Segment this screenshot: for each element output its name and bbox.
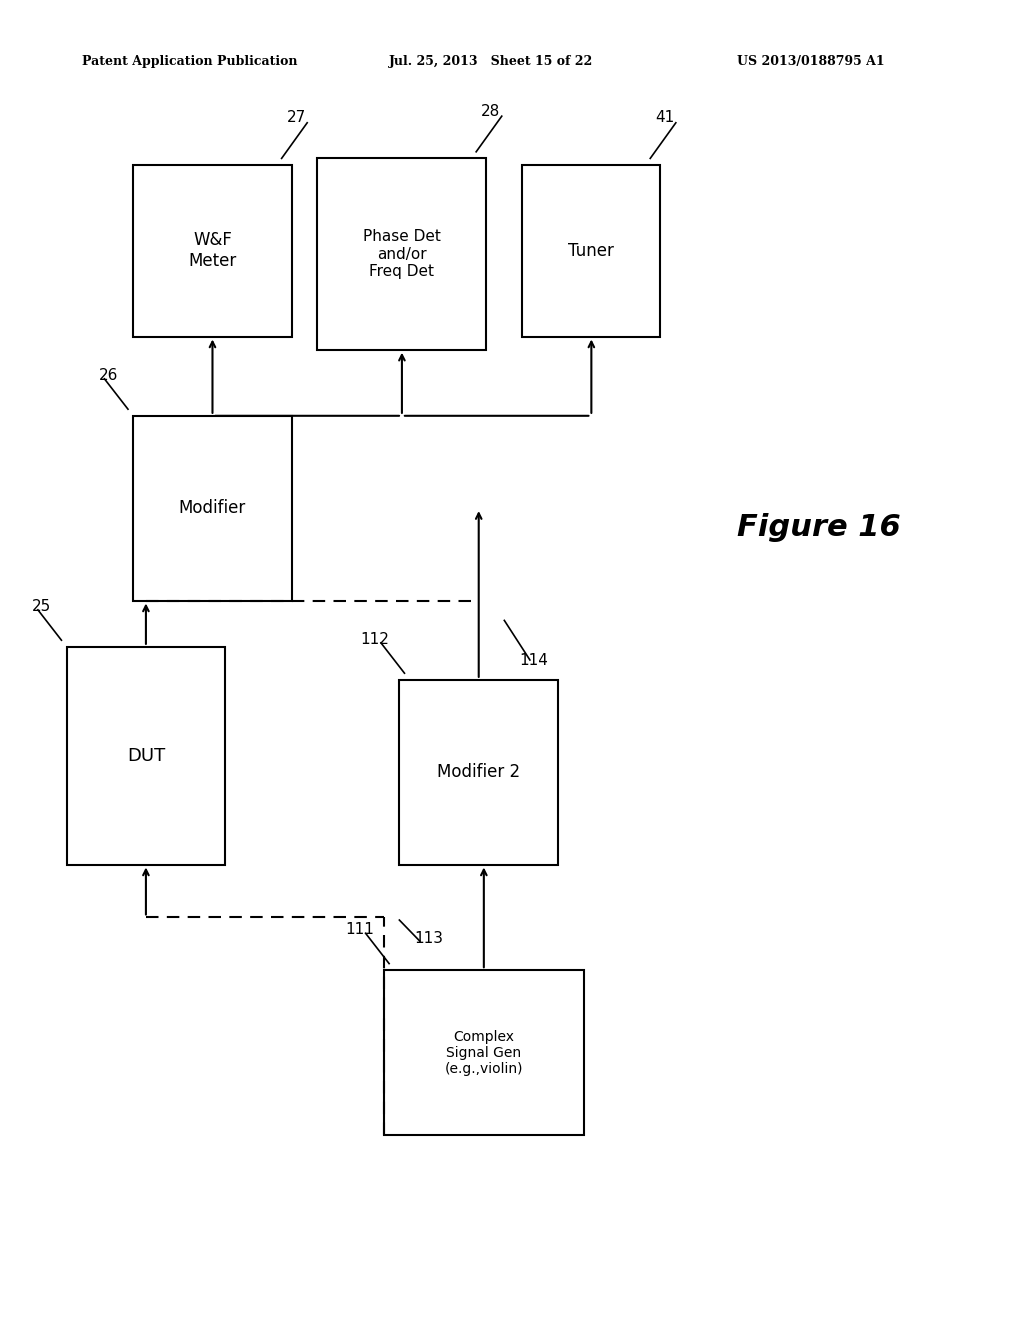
Text: Modifier 2: Modifier 2 — [437, 763, 520, 781]
Text: DUT: DUT — [127, 747, 165, 764]
Text: 114: 114 — [520, 653, 549, 668]
FancyBboxPatch shape — [384, 970, 584, 1135]
Text: Phase Det
and/or
Freq Det: Phase Det and/or Freq Det — [362, 230, 441, 279]
Text: 25: 25 — [32, 599, 51, 614]
FancyBboxPatch shape — [67, 647, 225, 865]
Text: 26: 26 — [98, 368, 118, 383]
Text: 111: 111 — [345, 923, 374, 937]
Text: 27: 27 — [287, 111, 306, 125]
FancyBboxPatch shape — [133, 416, 292, 601]
Text: US 2013/0188795 A1: US 2013/0188795 A1 — [737, 55, 885, 69]
Text: Figure 16: Figure 16 — [737, 513, 901, 543]
Text: Jul. 25, 2013   Sheet 15 of 22: Jul. 25, 2013 Sheet 15 of 22 — [389, 55, 593, 69]
Text: Modifier: Modifier — [179, 499, 246, 517]
FancyBboxPatch shape — [522, 165, 660, 337]
Text: 41: 41 — [655, 111, 675, 125]
Text: Tuner: Tuner — [568, 242, 614, 260]
Text: Patent Application Publication: Patent Application Publication — [82, 55, 297, 69]
Text: Complex
Signal Gen
(e.g.,violin): Complex Signal Gen (e.g.,violin) — [444, 1030, 523, 1076]
FancyBboxPatch shape — [317, 158, 486, 350]
Text: 28: 28 — [481, 104, 501, 119]
FancyBboxPatch shape — [399, 680, 558, 865]
Text: W&F
Meter: W&F Meter — [188, 231, 237, 271]
Text: 113: 113 — [415, 931, 443, 945]
Text: 112: 112 — [360, 632, 389, 647]
FancyBboxPatch shape — [133, 165, 292, 337]
